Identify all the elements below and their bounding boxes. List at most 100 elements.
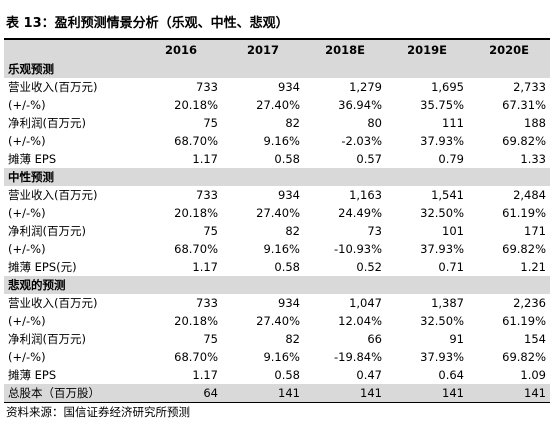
value-cell: 75: [203, 332, 218, 346]
row-label: 净利润(百万元): [8, 332, 86, 346]
row-label: (+/-%): [8, 98, 46, 112]
value-cell: 36.94%: [338, 98, 382, 112]
value-cell: 61.19%: [502, 314, 546, 328]
value-cell: 37.93%: [420, 350, 464, 364]
data-row: 营业收入(百万元) 733 934 1,163 1,541 2,484: [4, 186, 550, 204]
value-cell: 141: [222, 384, 304, 403]
row-label: 营业收入(百万元): [8, 296, 98, 310]
value-cell: 24.49%: [338, 206, 382, 220]
value-cell: 2,484: [513, 188, 546, 202]
data-row: (+/-%) 68.70% 9.16% -19.84% 37.93% 69.82%: [4, 348, 550, 366]
value-cell: 111: [442, 116, 464, 130]
row-label: 摊薄 EPS(元): [8, 260, 77, 274]
data-row: (+/-%) 20.18% 27.40% 36.94% 35.75% 67.31%: [4, 96, 550, 114]
row-label: (+/-%): [8, 350, 46, 364]
value-cell: 69.82%: [502, 350, 546, 364]
row-label: (+/-%): [8, 206, 46, 220]
data-row: (+/-%) 20.18% 27.40% 24.49% 32.50% 61.19%: [4, 204, 550, 222]
row-label: 净利润(百万元): [8, 224, 86, 238]
value-cell: -10.93%: [334, 242, 382, 256]
data-row: (+/-%) 20.18% 27.40% 12.04% 32.50% 61.19%: [4, 312, 550, 330]
table-title: 表 13：盈利预测情景分析（乐观、中性、悲观）: [6, 16, 289, 31]
data-row: (+/-%) 68.70% 9.16% -2.03% 37.93% 69.82%: [4, 132, 550, 150]
value-cell: 37.93%: [420, 242, 464, 256]
row-label: (+/-%): [8, 242, 46, 256]
value-cell: 69.82%: [502, 134, 546, 148]
value-cell: 188: [524, 116, 546, 130]
value-cell: 171: [524, 224, 546, 238]
value-cell: 733: [196, 80, 218, 94]
value-cell: 12.04%: [338, 314, 382, 328]
data-row: 净利润(百万元) 75 82 73 101 171: [4, 222, 550, 240]
column-header: 2019E: [386, 39, 468, 60]
value-cell: 9.16%: [263, 134, 300, 148]
value-cell: -2.03%: [341, 134, 382, 148]
row-label: 营业收入(百万元): [8, 80, 98, 94]
value-cell: 101: [442, 224, 464, 238]
value-cell: 0.79: [438, 152, 464, 166]
value-cell: 32.50%: [420, 206, 464, 220]
total-row: 总股本（百万股） 64 141 141 141 141: [4, 384, 550, 403]
section-row: 乐观预测: [4, 60, 550, 78]
data-row: (+/-%) 68.70% 9.16% -10.93% 37.93% 69.82%: [4, 240, 550, 258]
value-cell: 32.50%: [420, 314, 464, 328]
column-header: 2020E: [468, 39, 550, 60]
value-cell: 75: [203, 116, 218, 130]
value-cell: 64: [140, 384, 222, 403]
value-cell: 0.58: [274, 260, 300, 274]
row-label: 摊薄 EPS: [8, 152, 57, 166]
section-title: 乐观预测: [4, 60, 550, 78]
data-row: 净利润(百万元) 75 82 66 91 154: [4, 330, 550, 348]
value-cell: 1,163: [349, 188, 382, 202]
value-cell: 68.70%: [174, 350, 218, 364]
value-cell: 0.52: [356, 260, 382, 274]
value-cell: 0.58: [274, 152, 300, 166]
value-cell: 75: [203, 224, 218, 238]
value-cell: -19.84%: [334, 350, 382, 364]
value-cell: 37.93%: [420, 134, 464, 148]
value-cell: 27.40%: [256, 98, 300, 112]
value-cell: 1.17: [192, 152, 218, 166]
data-row: 摊薄 EPS 1.17 0.58 0.47 0.64 1.09: [4, 366, 550, 384]
data-row: 营业收入(百万元) 733 934 1,047 1,387 2,236: [4, 294, 550, 312]
value-cell: 0.57: [356, 152, 382, 166]
data-row: 净利润(百万元) 75 82 80 111 188: [4, 114, 550, 132]
value-cell: 1.33: [520, 152, 546, 166]
value-cell: 0.58: [274, 368, 300, 382]
section-row: 中性预测: [4, 168, 550, 186]
value-cell: 20.18%: [174, 206, 218, 220]
row-label: (+/-%): [8, 314, 46, 328]
value-cell: 141: [468, 384, 550, 403]
value-cell: 20.18%: [174, 314, 218, 328]
column-header: 2016: [140, 39, 222, 60]
value-cell: 61.19%: [502, 206, 546, 220]
value-cell: 1.17: [192, 260, 218, 274]
value-cell: 0.47: [356, 368, 382, 382]
value-cell: 9.16%: [263, 242, 300, 256]
row-label: (+/-%): [8, 134, 46, 148]
value-cell: 1.09: [520, 368, 546, 382]
data-row: 营业收入(百万元) 733 934 1,279 1,695 2,733: [4, 78, 550, 96]
value-cell: 1.17: [192, 368, 218, 382]
row-label: 摊薄 EPS: [8, 368, 57, 382]
value-cell: 68.70%: [174, 242, 218, 256]
value-cell: 733: [196, 188, 218, 202]
value-cell: 1,279: [349, 80, 382, 94]
value-cell: 82: [285, 224, 300, 238]
value-cell: 934: [278, 296, 300, 310]
value-cell: 73: [367, 224, 382, 238]
value-cell: 934: [278, 80, 300, 94]
row-label: 净利润(百万元): [8, 116, 86, 130]
value-cell: 82: [285, 116, 300, 130]
value-cell: 68.70%: [174, 134, 218, 148]
value-cell: 733: [196, 296, 218, 310]
value-cell: 80: [367, 116, 382, 130]
data-row: 摊薄 EPS 1.17 0.58 0.57 0.79 1.33: [4, 150, 550, 168]
section-row: 悲观的预测: [4, 276, 550, 294]
row-label: 总股本（百万股）: [4, 384, 140, 403]
value-cell: 141: [386, 384, 468, 403]
header-row: 2016 2017 2018E 2019E 2020E: [4, 39, 550, 60]
value-cell: 1,695: [431, 80, 464, 94]
source-note: 资料来源：国信证券经济研究所预测: [6, 405, 190, 419]
